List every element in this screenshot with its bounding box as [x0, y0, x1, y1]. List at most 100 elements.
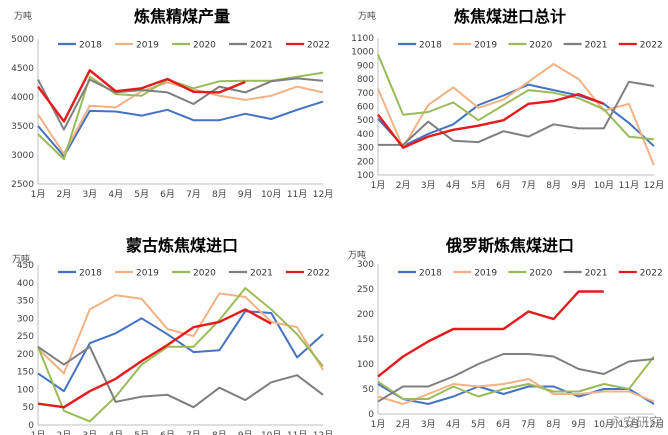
x-tick-label: 12月 — [313, 189, 333, 200]
x-tick-label: 4月 — [446, 419, 461, 430]
x-tick-label: 11月 — [619, 419, 639, 430]
y-tick-label: 100 — [17, 385, 34, 395]
y-tick-label: 500 — [357, 116, 374, 126]
legend-label-2021: 2021 — [250, 269, 273, 279]
y-tick-label: 0 — [28, 421, 34, 431]
legend-label-2018: 2018 — [79, 269, 102, 279]
series-line-2021 — [377, 353, 655, 403]
x-tick-label: 6月 — [496, 419, 511, 430]
legend-label-2022: 2022 — [307, 269, 330, 279]
y-tick-label: 400 — [17, 279, 34, 289]
x-tick-label: 12月 — [644, 180, 664, 191]
series-line-2022 — [37, 308, 272, 409]
y-tick-label: 50 — [23, 403, 35, 413]
series-line-2020 — [377, 355, 655, 400]
y-tick-label: 400 — [357, 130, 374, 140]
x-tick-label: 9月 — [238, 430, 253, 435]
unit-label: 万吨 — [14, 10, 32, 22]
x-tick-label: 6月 — [160, 189, 175, 200]
x-tick-label: 2月 — [396, 419, 411, 430]
unit-label: 万吨 — [348, 249, 366, 261]
x-tick-label: 10月 — [594, 180, 614, 191]
y-tick-label: 100 — [357, 171, 374, 181]
legend-label-2021: 2021 — [585, 41, 608, 51]
x-tick-label: 3月 — [421, 419, 436, 430]
y-tick-label: 3000 — [11, 151, 34, 161]
legend-label-2019: 2019 — [136, 269, 159, 279]
y-tick-label: 250 — [357, 285, 374, 295]
chart-title: 炼焦精煤产量 — [134, 7, 230, 26]
y-tick-label: 4000 — [11, 93, 34, 103]
series-line-2018 — [377, 83, 655, 148]
y-tick-label: 900 — [357, 61, 374, 71]
x-tick-label: 11月 — [619, 180, 639, 191]
y-tick-label: 300 — [17, 314, 34, 324]
y-tick-label: 200 — [17, 350, 34, 360]
x-tick-label: 8月 — [546, 180, 561, 191]
y-tick-label: 350 — [17, 297, 34, 307]
series-line-2021 — [37, 77, 324, 131]
legend-label-2020: 2020 — [529, 41, 552, 51]
x-tick-label: 9月 — [571, 180, 586, 191]
x-tick-label: 11月 — [287, 189, 307, 200]
series-line-2019 — [37, 292, 324, 375]
x-tick-label: 5月 — [471, 180, 486, 191]
x-tick-label: 10月 — [261, 430, 281, 435]
y-tick-label: 0 — [368, 410, 374, 420]
chart-panel-1: 炼焦精煤产量 万吨 2500 3000 3500 4000 4500 5000 1月 2月 3月 4月… — [11, 7, 333, 200]
series-line-2020 — [377, 54, 655, 141]
x-tick-label: 6月 — [496, 180, 511, 191]
y-tick-label: 150 — [17, 368, 34, 378]
x-tick-label: 2月 — [396, 180, 411, 191]
x-tick-label: 7月 — [521, 419, 536, 430]
x-tick-label: 3月 — [82, 189, 97, 200]
legend-label-2018: 2018 — [79, 41, 102, 51]
y-tick-label: 100 — [357, 360, 374, 370]
x-tick-label: 1月 — [31, 430, 46, 435]
y-tick-label: 200 — [357, 310, 374, 320]
chart-title: 蒙古炼焦煤进口 — [126, 236, 238, 255]
y-tick-label: 4500 — [11, 64, 34, 74]
y-tick-label: 50 — [363, 385, 375, 395]
y-tick-label: 150 — [357, 335, 374, 345]
y-tick-label: 450 — [17, 261, 34, 271]
x-tick-label: 4月 — [108, 189, 123, 200]
x-tick-label: 8月 — [212, 189, 227, 200]
x-tick-label: 1月 — [371, 180, 386, 191]
y-tick-label: 3500 — [11, 122, 34, 132]
y-tick-label: 300 — [357, 144, 374, 154]
x-tick-label: 10月 — [261, 189, 281, 200]
y-tick-label: 300 — [357, 260, 374, 270]
x-tick-label: 5月 — [471, 419, 486, 430]
y-tick-label: 2500 — [11, 180, 34, 190]
legend-label-2022: 2022 — [640, 41, 663, 51]
x-tick-label: 12月 — [644, 419, 664, 430]
unit-label: 万吨 — [358, 10, 376, 22]
x-tick-label: 5月 — [134, 430, 149, 435]
y-tick-label: 800 — [357, 75, 374, 85]
y-tick-label: 1100 — [351, 34, 374, 44]
legend-label-2022: 2022 — [640, 269, 663, 279]
x-tick-label: 4月 — [108, 430, 123, 435]
watermark: 永安研究 — [609, 416, 662, 431]
x-tick-label: 2月 — [57, 189, 72, 200]
series-line-2018 — [377, 383, 655, 405]
chart-panel-2: 炼焦煤进口总计 万吨 100 200 300 400 500 600 700 800 900 1000… — [351, 7, 664, 191]
series-line-2019 — [377, 63, 655, 166]
x-tick-label: 5月 — [134, 189, 149, 200]
x-tick-label: 12月 — [313, 430, 333, 435]
legend-label-2021: 2021 — [585, 269, 608, 279]
x-tick-label: 1月 — [31, 189, 46, 200]
legend-label-2020: 2020 — [529, 269, 552, 279]
chart-title: 炼焦煤进口总计 — [454, 7, 566, 26]
x-tick-label: 2月 — [57, 430, 72, 435]
y-tick-label: 700 — [357, 89, 374, 99]
y-tick-label: 600 — [357, 103, 374, 113]
series-line-2019 — [37, 81, 324, 155]
legend-label-2020: 2020 — [193, 41, 216, 51]
legend-label-2019: 2019 — [474, 269, 497, 279]
y-tick-label: 5000 — [11, 35, 34, 45]
